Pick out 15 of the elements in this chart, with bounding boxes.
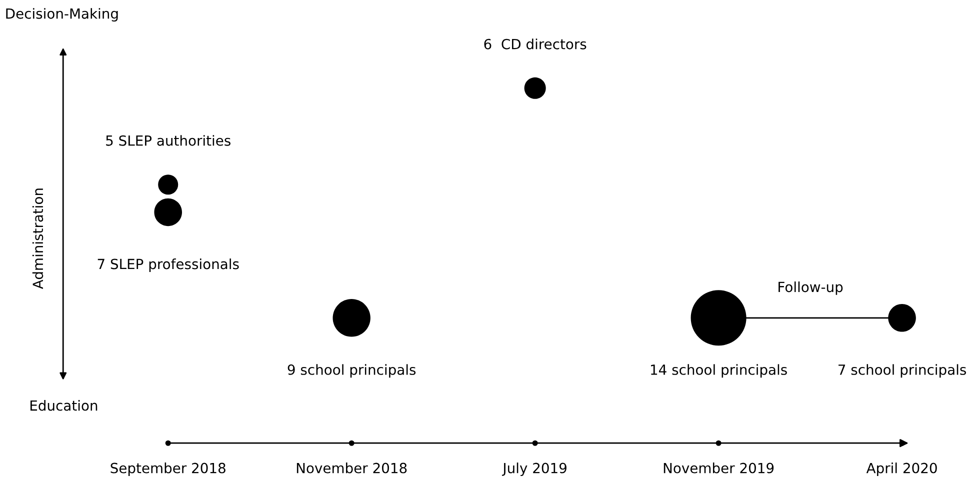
text: 9 school principals — [288, 364, 416, 378]
text: 14 school principals — [651, 364, 787, 378]
x-tick-label: November 2019 — [664, 462, 774, 474]
text: Education — [30, 400, 98, 411]
annotation: 6 CD directors — [484, 38, 586, 50]
annotation: Follow-up — [778, 281, 843, 295]
x-tick-label: November 2018 — [296, 462, 407, 474]
text: Decision-Making — [6, 8, 118, 22]
x-tick-label: April 2020 — [866, 462, 937, 476]
y-axis-title: Administration — [32, 188, 44, 289]
text: 7 school principals — [838, 364, 966, 378]
x-tick-label: September 2018 — [110, 462, 226, 476]
x-tick-label: July 2019 — [502, 462, 566, 476]
annotation: 5 SLEP authorities — [106, 135, 230, 146]
annotation: 7 SLEP professionals — [98, 258, 239, 272]
